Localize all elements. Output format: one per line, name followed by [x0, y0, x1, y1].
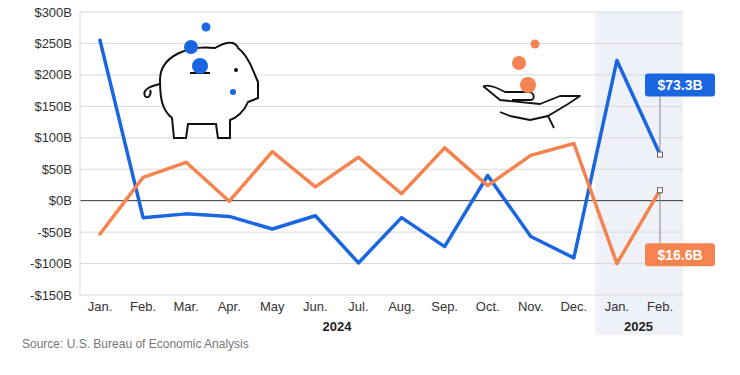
y-tick-label: -$50B: [37, 225, 72, 240]
source: Source: U.S. Bureau of Economic Analysis: [22, 337, 249, 351]
grid-line: [80, 295, 683, 296]
page: {"chart_data": { "type": "line", "catego…: [0, 0, 740, 375]
coin: [202, 23, 211, 32]
y-tick-label: $100B: [34, 130, 72, 145]
x-tick-label: Feb.: [647, 299, 673, 314]
hand-coins-icon: [483, 40, 580, 129]
series-line: [100, 143, 660, 263]
coin: [184, 40, 198, 54]
piggy-eye: [234, 68, 238, 72]
end-point: [658, 188, 663, 193]
data-label: $16.6B: [657, 247, 702, 263]
label-connector: [660, 97, 661, 155]
label-box: [645, 243, 715, 266]
coin: [520, 77, 536, 93]
grid-line: [80, 137, 683, 138]
x-tick-label: Aug.: [388, 299, 415, 314]
x-tick-label: Mar.: [174, 299, 199, 314]
grid-line: [80, 43, 683, 44]
x-tick-label: Sep.: [431, 299, 458, 314]
x-tick-label: Dec.: [560, 299, 587, 314]
label-box: [645, 74, 715, 97]
highlight-region: [595, 12, 683, 335]
coin: [512, 56, 526, 70]
y-tick-label: $50B: [42, 162, 72, 177]
y-tick-label: -$100B: [30, 256, 72, 271]
x-tick-label: Jan.: [88, 299, 113, 314]
plot-area: [100, 40, 660, 263]
end-point: [658, 152, 663, 157]
value-label: $73.3B: [645, 74, 715, 157]
x-tick-label: Jun.: [303, 299, 328, 314]
x-group-label: 2024: [322, 319, 352, 334]
x-tick-label: Feb.: [130, 299, 156, 314]
y-axis-line: [80, 12, 81, 295]
grid-line: [80, 263, 683, 264]
piggy-body: [160, 43, 258, 138]
y-tick-label: $0B: [49, 193, 72, 208]
y-tick-label: $200B: [34, 67, 72, 82]
coin: [230, 89, 236, 95]
x-tick-label: Jan.: [605, 299, 630, 314]
x-tick-label: Jul.: [348, 299, 368, 314]
piggy-bank-icon: [144, 23, 258, 139]
x-tick-label: Oct.: [476, 299, 500, 314]
coin: [192, 58, 208, 74]
value-label: $16.6B: [645, 188, 715, 267]
y-tick-label: $150B: [34, 99, 72, 114]
data-label: $73.3B: [657, 77, 702, 93]
y-tick-label: -$150B: [30, 288, 72, 303]
series-line: [100, 40, 660, 263]
y-tick-label: $300B: [34, 5, 72, 20]
piggy-tail: [144, 84, 160, 97]
coin: [531, 40, 540, 49]
x-tick-label: Apr.: [218, 299, 241, 314]
label-connector: [660, 190, 661, 243]
x-tick-label: Nov.: [518, 299, 544, 314]
x-group-label: 2025: [624, 319, 653, 334]
chart: -$150B -$100B -$50B $0B $50B $100B $150B $200B $…: [0, 0, 740, 375]
grid-line: [80, 232, 683, 233]
x-tick-label: May: [260, 299, 285, 314]
y-tick-label: $250B: [34, 36, 72, 51]
grid-line: [80, 12, 683, 13]
